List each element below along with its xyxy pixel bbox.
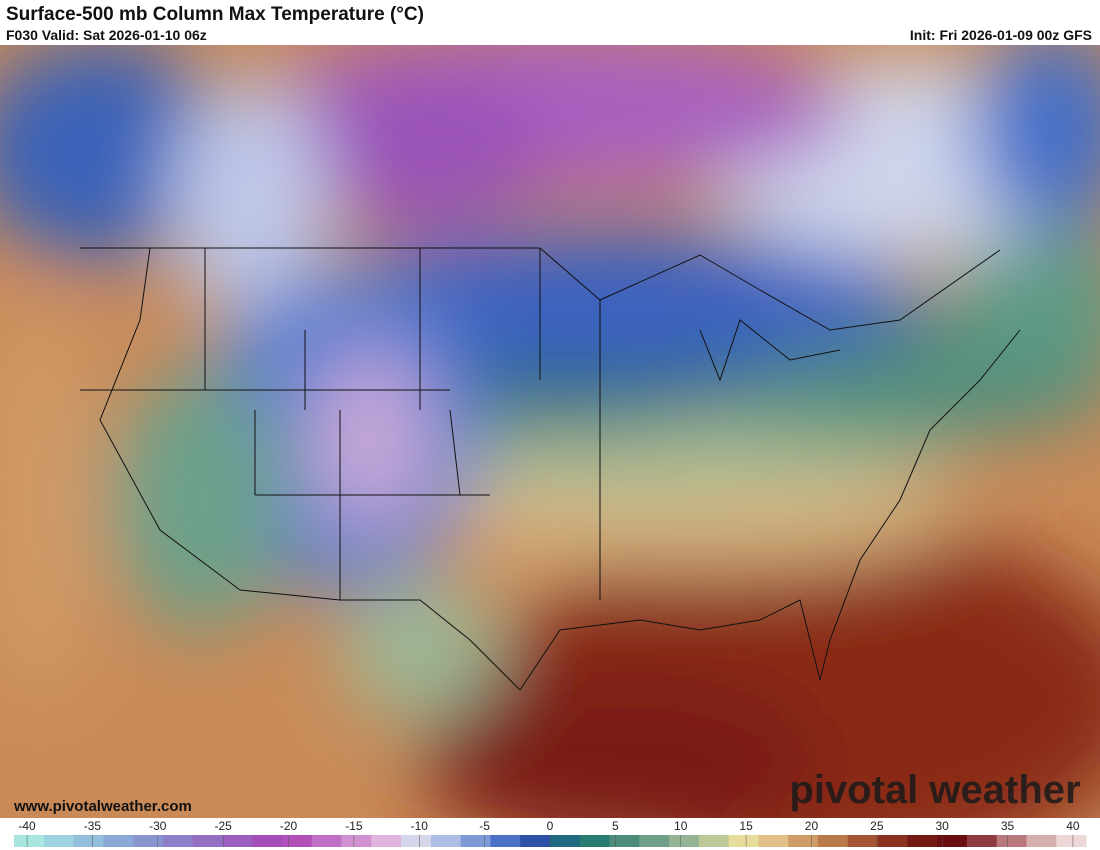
colorbar-swatch	[937, 835, 968, 847]
watermark: pivotal weather	[789, 768, 1080, 812]
colorbar-swatch	[252, 835, 283, 847]
colorbar-swatch	[341, 835, 372, 847]
colorbar-tick-label: 15	[739, 819, 753, 833]
valid-time: F030 Valid: Sat 2026-01-10 06z	[6, 27, 207, 43]
colorbar-tick-label: 10	[674, 819, 688, 833]
colorbar-swatch	[669, 835, 700, 847]
colorbar-swatch	[758, 835, 789, 847]
colorbar-swatch	[966, 835, 998, 847]
temperature-field: pivotal weather www.pivotalweather.com	[0, 45, 1100, 818]
colorbar-swatch	[609, 835, 640, 847]
colorbar-tick-label: 25	[870, 819, 884, 833]
colorbar-swatch	[818, 835, 849, 847]
colorbar-swatch	[133, 835, 164, 847]
title: Surface-500 mb Column Max Temperature (°…	[6, 4, 424, 25]
colorbar-tick-label: -5	[479, 819, 490, 833]
colorbar-tick-label: -25	[214, 819, 232, 833]
colorbar-swatch	[14, 835, 45, 847]
colorbar-tick-label: 40	[1066, 819, 1080, 833]
colorbar-tick-label: -30	[149, 819, 167, 833]
colorbar-swatch	[847, 835, 879, 847]
colorbar-tick-label: -20	[280, 819, 298, 833]
website: www.pivotalweather.com	[13, 798, 192, 815]
colorbar-swatch	[907, 835, 938, 847]
colorbar-swatch	[162, 835, 194, 847]
colorbar-swatch	[371, 835, 402, 847]
colorbar-swatch	[996, 835, 1027, 847]
colorbar-tick-label: -15	[345, 819, 363, 833]
colorbar-swatch	[73, 835, 104, 847]
colorbar-swatch	[103, 835, 134, 847]
colorbar-tick-label: 35	[1001, 819, 1015, 833]
colorbar-swatch	[728, 835, 759, 847]
colorbar-tick-label: -10	[411, 819, 429, 833]
colorbar-swatch	[698, 835, 730, 847]
init-time: Init: Fri 2026-01-09 00z GFS	[909, 27, 1092, 43]
borders	[80, 247, 1021, 691]
colorbar-swatch	[520, 835, 551, 847]
colorbar-swatch	[490, 835, 521, 847]
colorbar-tick-label: 5	[612, 819, 619, 833]
colorbar: -40 -35 -30 -25 -20 -15 -10 -5 0 5 10 15 20 25 30 35 40	[0, 818, 1100, 850]
colorbar-tick-label: 20	[805, 819, 819, 833]
colorbar-swatch	[460, 835, 491, 847]
colorbar-tick-label: 0	[547, 819, 554, 833]
colorbar-swatch	[877, 835, 908, 847]
colorbar-swatch	[430, 835, 462, 847]
colorbar-swatch	[550, 835, 581, 847]
colorbar-swatch	[311, 835, 343, 847]
colorbar-swatch	[1056, 835, 1087, 847]
colorbar-swatch	[222, 835, 253, 847]
colorbar-tick-label: 30	[936, 819, 950, 833]
colorbar-swatch	[401, 835, 432, 847]
colorbar-swatch	[1026, 835, 1057, 847]
colorbar-swatch	[788, 835, 819, 847]
colorbar-swatch	[282, 835, 313, 847]
colorbar-tick-label: -35	[84, 819, 102, 833]
colorbar-swatch	[192, 835, 223, 847]
colorbar-swatch	[639, 835, 670, 847]
colorbar-swatch	[579, 835, 611, 847]
colorbar-swatch	[43, 835, 75, 847]
colorbar-tick-label: -40	[18, 819, 36, 833]
